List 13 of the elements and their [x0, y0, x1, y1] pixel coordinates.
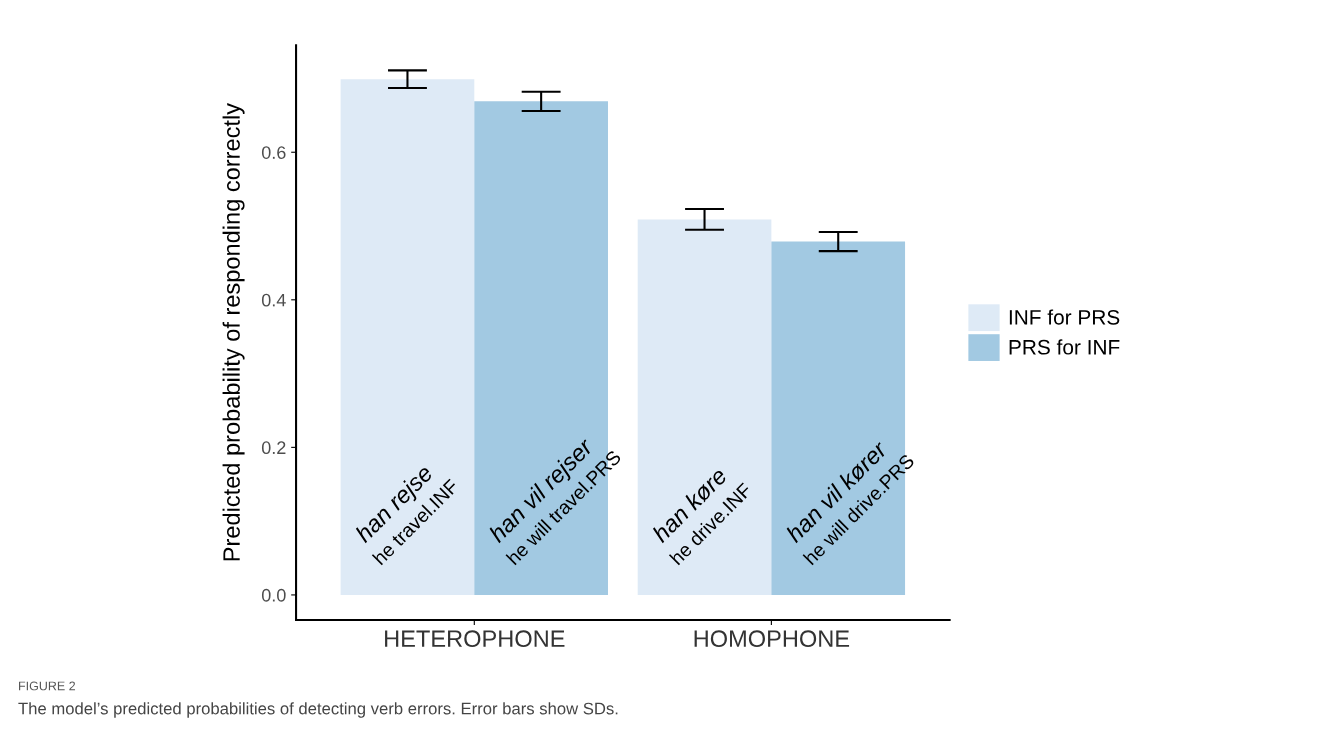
bar: [340, 79, 475, 595]
x-tick-label: HOMOPHONE: [694, 630, 850, 648]
y-tick-label: 0.6: [261, 146, 286, 159]
y-tick-label: 0.2: [261, 441, 286, 455]
y-tick-label: 0.4: [261, 293, 286, 307]
y-axis-title: Predicted probability of responding correctly: [222, 103, 245, 561]
bar: [637, 219, 772, 595]
y-tick-label: 0.0: [261, 588, 286, 602]
legend-label: INF for PRS: [1009, 309, 1120, 325]
x-tick-label: HETEROPHONE: [385, 630, 565, 648]
caption: FIGURE 2: [19, 681, 76, 691]
legend-label: PRS for INF: [1009, 339, 1120, 355]
text: The model’s predicted probabilities of detecting verb errors. Error bars show SDs.: [18, 702, 618, 718]
